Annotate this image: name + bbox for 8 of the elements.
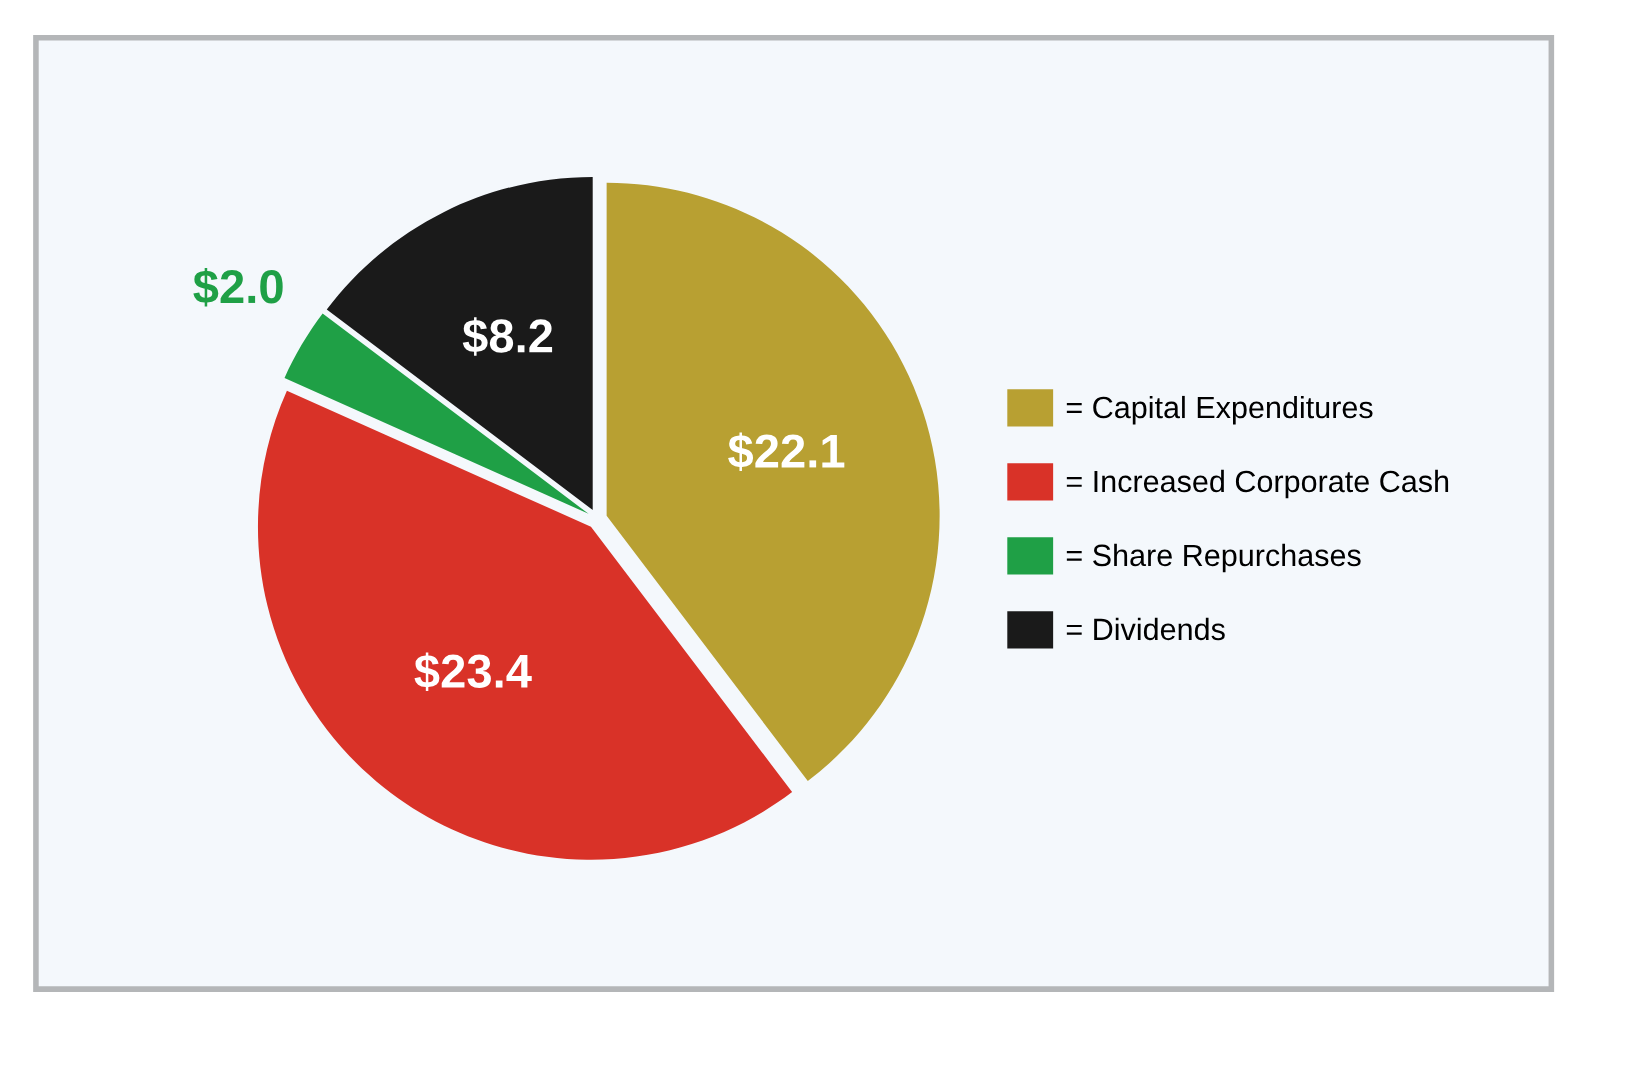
data-label: $8.2 bbox=[462, 317, 553, 356]
data-label: $2.0 bbox=[193, 267, 283, 307]
legend-label: = Capital Expenditures bbox=[1066, 395, 1373, 425]
legend-label: = Increased Corporate Cash bbox=[1066, 469, 1449, 499]
legend-label: = Share Repurchases bbox=[1066, 543, 1361, 573]
legend-label: = Dividends bbox=[1066, 617, 1225, 641]
data-label: $22.1 bbox=[728, 432, 845, 471]
data-label: $23.4 bbox=[414, 652, 532, 692]
